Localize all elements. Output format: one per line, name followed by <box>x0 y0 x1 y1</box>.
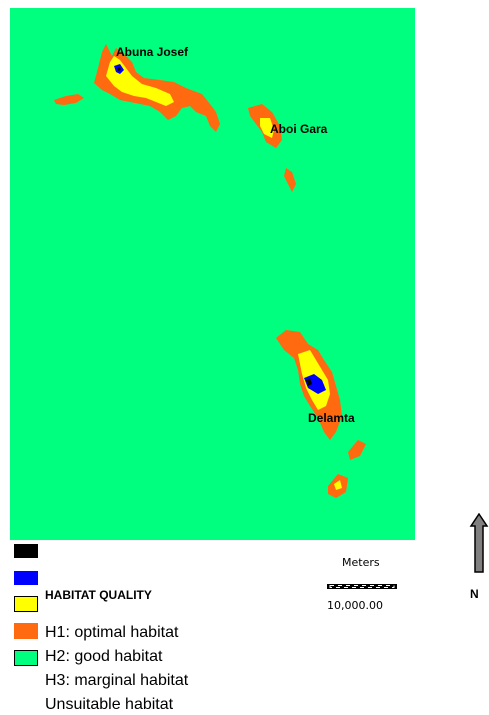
place-label-aboi-gara: Aboi Gara <box>270 122 328 136</box>
legend-item-h3: H3: marginal habitat <box>45 672 189 689</box>
west-tail <box>54 94 84 105</box>
scale-title: Meters <box>342 556 380 569</box>
place-label-delamta: Delamta <box>308 411 355 425</box>
legend-swatch-yellow <box>14 596 38 612</box>
legend-swatch-orange <box>14 623 38 639</box>
north-label: N <box>470 587 479 601</box>
unsuitable-background <box>10 8 415 540</box>
aboi-yellow <box>260 118 274 138</box>
legend-swatch-black <box>14 544 38 558</box>
legend-item-unsuitable: Unsuitable habitat <box>45 696 174 713</box>
legend-heading: HABITAT QUALITY <box>45 588 152 602</box>
region-aboi-gara <box>248 104 296 192</box>
abuna-black <box>117 67 121 71</box>
north-arrow-icon <box>469 513 489 573</box>
legend-swatch-blue <box>14 571 38 585</box>
delamta-black <box>306 378 312 386</box>
aboi-tail <box>284 168 296 192</box>
scale-bar <box>327 584 397 589</box>
abuna-orange <box>94 44 220 132</box>
region-abuna-josef <box>54 44 220 132</box>
place-label-abuna-josef: Abuna Josef <box>116 45 189 59</box>
legend-item-h2: H2: good habitat <box>45 648 163 665</box>
delamta-east-spur <box>348 440 366 460</box>
legend-item-h1: H1: optimal habitat <box>45 624 179 641</box>
habitat-map <box>10 8 415 540</box>
region-delamta <box>276 330 366 498</box>
delamta-south-core <box>334 480 342 490</box>
legend-swatch-green <box>14 650 38 666</box>
scale-value: 10,000.00 <box>327 599 383 612</box>
